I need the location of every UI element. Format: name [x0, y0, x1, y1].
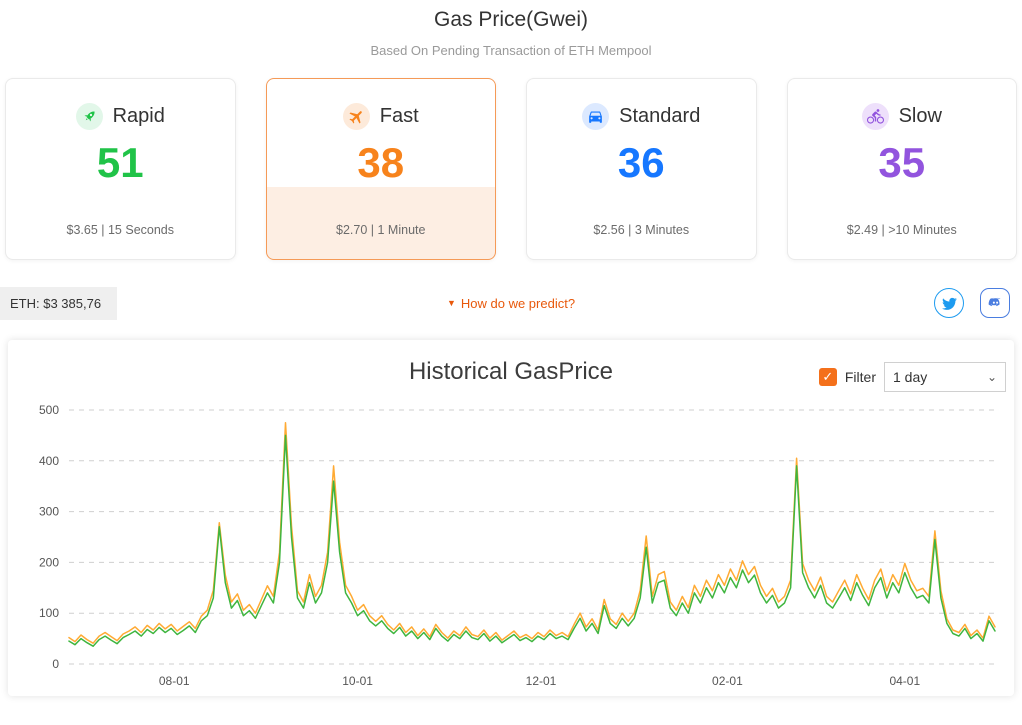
gas-card-label: Slow — [898, 105, 942, 127]
gas-card-label: Standard — [619, 105, 701, 127]
gas-card-label: Rapid — [112, 105, 165, 127]
gas-card-detail: $3.65 | 15 Seconds — [66, 223, 175, 237]
svg-text:08-01: 08-01 — [159, 674, 190, 688]
plane-icon — [342, 103, 370, 130]
svg-text:400: 400 — [39, 454, 59, 468]
gas-price-line-chart: 0 100 200 300 400 500 08-01 10-01 12-01 02-01 04-0… — [39, 403, 996, 688]
gas-card-value: 38 — [357, 139, 405, 186]
svg-text:04-01: 04-01 — [889, 674, 920, 688]
chevron-down-icon: ⌄ — [986, 370, 997, 384]
rocket-icon — [75, 103, 103, 130]
filter-label: Filter — [844, 369, 876, 385]
page-header: Gas Price(Gwei) Based On Pending Transac… — [0, 0, 1022, 58]
gas-card-standard[interactable]: Standard 36 $2.56 | 3 Minutes — [526, 78, 757, 260]
historical-chart-panel: Historical GasPrice ✓ Filter 1 day ⌄ 0 10… — [8, 340, 1014, 696]
predict-link-label: How do we predict? — [460, 295, 576, 311]
svg-text:100: 100 — [39, 606, 59, 620]
range-selected-value: 1 day — [893, 369, 928, 385]
twitter-icon[interactable] — [934, 288, 964, 318]
gas-card-value: 51 — [96, 139, 144, 186]
page-subtitle: Based On Pending Transaction of ETH Memp… — [370, 43, 652, 58]
gas-card-slow[interactable]: Slow 35 $2.49 | >10 Minutes — [786, 78, 1017, 260]
svg-text:200: 200 — [39, 555, 59, 569]
page-title: Gas Price(Gwei) — [433, 8, 589, 31]
discord-icon[interactable] — [980, 288, 1010, 318]
gas-card-detail: $2.70 | 1 Minute — [336, 223, 426, 237]
gas-card-label: Fast — [379, 105, 419, 127]
svg-text:02-01: 02-01 — [712, 674, 743, 688]
predict-link[interactable]: ▼ How do we predict? — [447, 296, 575, 311]
gas-card-rapid[interactable]: Rapid 51 $3.65 | 15 Seconds — [5, 78, 236, 260]
svg-text:500: 500 — [39, 403, 59, 417]
filter-group: ✓ Filter 1 day ⌄ — [818, 362, 1006, 392]
gas-card-detail: $2.49 | >10 Minutes — [846, 223, 957, 237]
svg-text:300: 300 — [39, 505, 59, 519]
eth-price-badge: ETH: $3 385,76 — [0, 286, 118, 320]
svg-text:0: 0 — [52, 657, 59, 671]
car-icon — [582, 103, 610, 130]
gas-card-fast[interactable]: Fast 38 $2.70 | 1 Minute — [265, 78, 496, 260]
svg-text:12-01: 12-01 — [526, 674, 557, 688]
svg-text:10-01: 10-01 — [342, 674, 373, 688]
filter-checkbox[interactable]: ✓ — [818, 368, 837, 386]
social-buttons — [934, 288, 1010, 318]
info-row: ETH: $3 385,76 ▼ How do we predict? — [0, 286, 1022, 320]
gas-card-value: 36 — [617, 139, 665, 186]
bike-icon — [861, 103, 889, 130]
gas-card-detail: $2.56 | 3 Minutes — [593, 223, 690, 237]
gas-cards: Rapid 51 $3.65 | 15 Seconds Fast 38 $2.7… — [0, 78, 1022, 260]
caret-down-icon: ▼ — [446, 298, 456, 308]
gas-card-value: 35 — [878, 139, 926, 186]
range-select-dropdown[interactable]: 1 day ⌄ — [884, 362, 1006, 392]
chart-title: Historical GasPrice — [408, 358, 614, 385]
